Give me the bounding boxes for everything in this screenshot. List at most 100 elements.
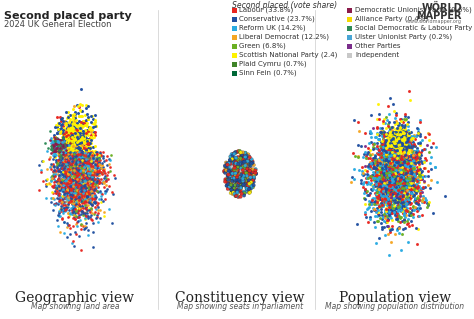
Circle shape [245, 179, 248, 183]
Circle shape [231, 152, 235, 156]
Text: Other Parties: Other Parties [355, 43, 401, 49]
Circle shape [245, 165, 248, 169]
Circle shape [238, 170, 241, 173]
Circle shape [231, 187, 235, 191]
Circle shape [239, 159, 243, 162]
Circle shape [227, 164, 230, 167]
Circle shape [235, 158, 238, 162]
Circle shape [239, 173, 243, 177]
Circle shape [230, 161, 233, 165]
Circle shape [243, 171, 246, 174]
Text: WÖRLD: WÖRLD [421, 3, 462, 13]
Circle shape [225, 164, 228, 167]
Circle shape [252, 174, 255, 177]
Circle shape [242, 179, 246, 183]
Circle shape [236, 157, 240, 161]
Circle shape [240, 168, 243, 172]
Circle shape [239, 151, 243, 154]
Circle shape [253, 170, 256, 174]
Text: Map showing land area: Map showing land area [31, 302, 119, 311]
Circle shape [240, 170, 244, 174]
Circle shape [234, 170, 237, 174]
Circle shape [237, 149, 240, 153]
Circle shape [235, 172, 238, 176]
Circle shape [237, 182, 240, 185]
Circle shape [229, 155, 232, 158]
Circle shape [228, 162, 232, 166]
Circle shape [235, 170, 239, 174]
FancyBboxPatch shape [232, 8, 237, 13]
Circle shape [234, 168, 238, 171]
Circle shape [246, 164, 250, 168]
Circle shape [252, 183, 255, 187]
Circle shape [247, 169, 251, 173]
Circle shape [232, 167, 236, 171]
Circle shape [232, 186, 236, 190]
Circle shape [251, 171, 254, 174]
Circle shape [252, 177, 255, 181]
Circle shape [242, 169, 246, 173]
Circle shape [236, 161, 239, 164]
Circle shape [237, 157, 240, 160]
Circle shape [234, 190, 237, 194]
Circle shape [233, 179, 237, 182]
Circle shape [231, 170, 235, 174]
Circle shape [251, 179, 255, 182]
Circle shape [236, 175, 240, 178]
Circle shape [235, 189, 239, 192]
Circle shape [235, 191, 238, 195]
Circle shape [232, 176, 236, 180]
Circle shape [231, 171, 235, 174]
Circle shape [237, 179, 241, 182]
Circle shape [236, 162, 239, 166]
Circle shape [245, 173, 248, 176]
FancyBboxPatch shape [232, 71, 237, 76]
Circle shape [227, 174, 230, 178]
Circle shape [232, 166, 236, 169]
Circle shape [248, 170, 252, 173]
Circle shape [244, 163, 247, 167]
Circle shape [237, 162, 240, 166]
Circle shape [229, 181, 232, 185]
Circle shape [243, 183, 247, 186]
Circle shape [237, 171, 241, 174]
Circle shape [228, 176, 232, 179]
Circle shape [240, 152, 244, 156]
Circle shape [238, 171, 242, 174]
Circle shape [241, 175, 245, 179]
Circle shape [241, 168, 245, 172]
Circle shape [242, 190, 246, 193]
Circle shape [247, 164, 251, 168]
Circle shape [244, 174, 247, 178]
Circle shape [239, 167, 243, 170]
Circle shape [228, 168, 231, 172]
FancyBboxPatch shape [347, 26, 352, 31]
Circle shape [244, 171, 247, 175]
Circle shape [247, 182, 251, 185]
Circle shape [229, 157, 233, 160]
Circle shape [236, 165, 239, 168]
Circle shape [239, 169, 243, 173]
Circle shape [238, 185, 242, 189]
Circle shape [234, 184, 237, 188]
Circle shape [238, 178, 241, 182]
Circle shape [238, 172, 242, 175]
Circle shape [250, 161, 253, 165]
Circle shape [237, 174, 240, 178]
Circle shape [250, 169, 254, 172]
Circle shape [241, 172, 245, 176]
Text: Ulster Unionist Party (0.2%): Ulster Unionist Party (0.2%) [355, 34, 452, 40]
Circle shape [231, 192, 235, 196]
Circle shape [228, 176, 231, 180]
Circle shape [248, 183, 251, 187]
Circle shape [232, 175, 236, 179]
Circle shape [240, 172, 243, 176]
Circle shape [230, 174, 234, 177]
Circle shape [231, 153, 235, 157]
Circle shape [244, 181, 247, 184]
Circle shape [237, 188, 240, 191]
Circle shape [238, 173, 242, 176]
Circle shape [237, 164, 241, 167]
Circle shape [225, 168, 228, 172]
Circle shape [234, 173, 237, 176]
